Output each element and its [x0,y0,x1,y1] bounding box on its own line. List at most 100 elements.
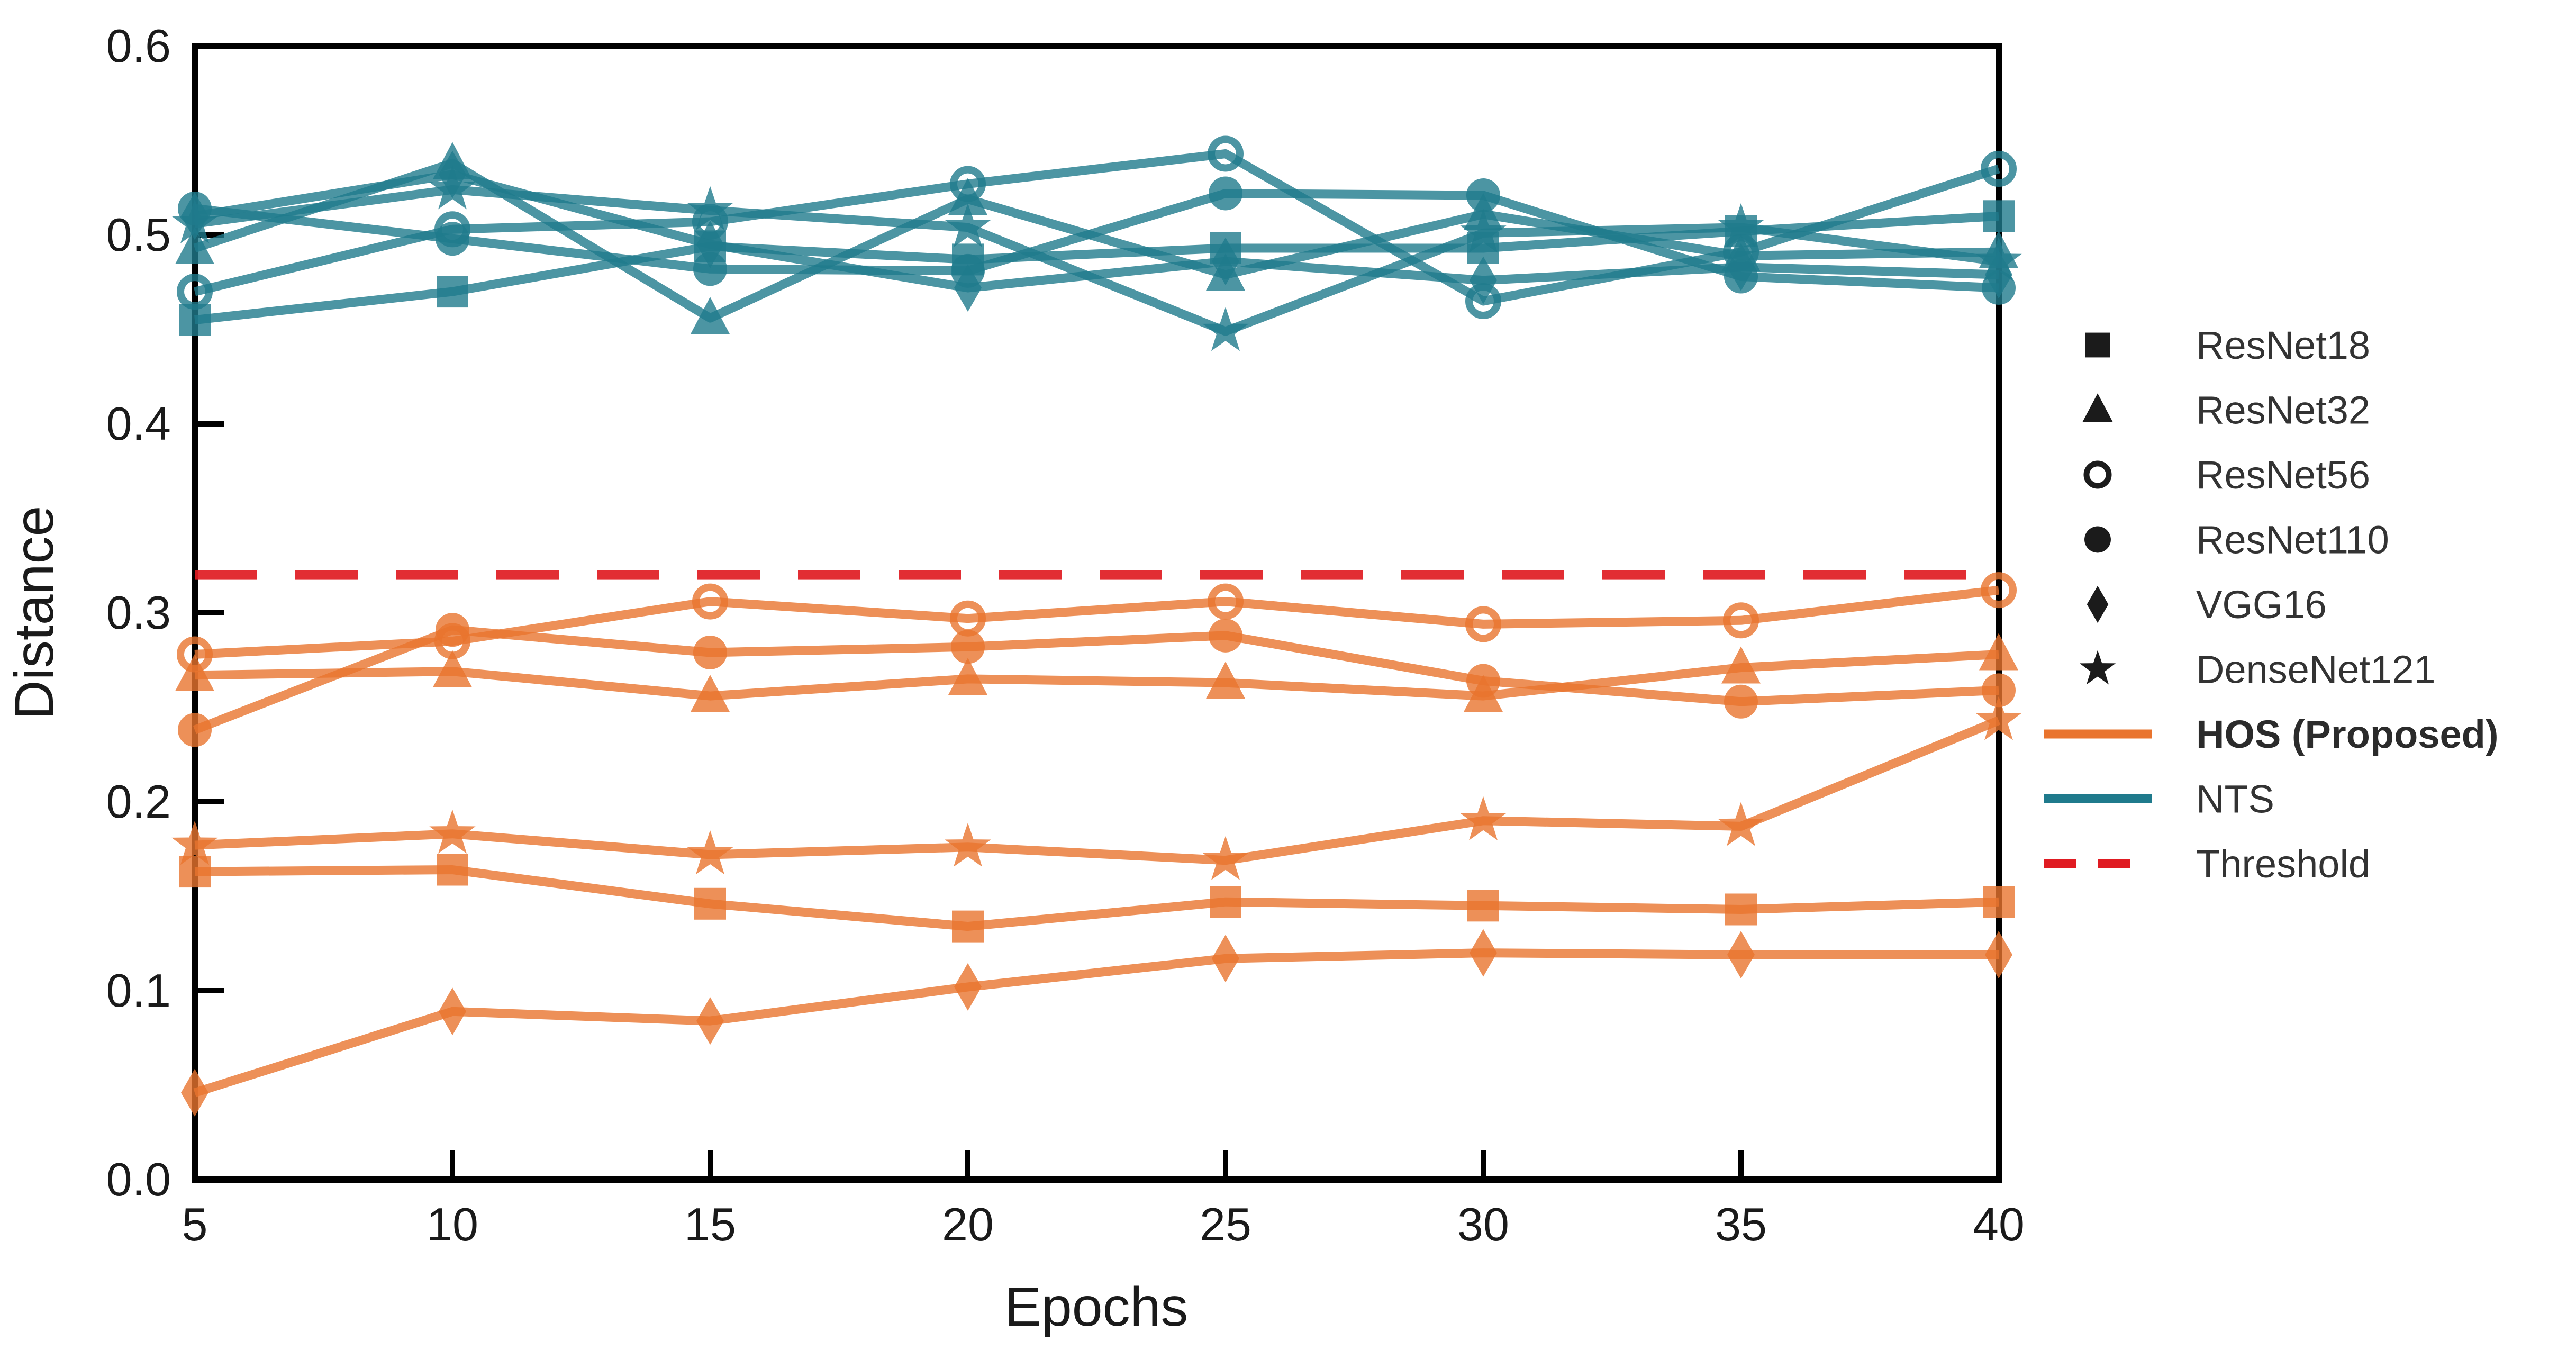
marker-diamond [1212,935,1239,983]
marker-circle-open [950,166,986,202]
marker-diamond [2087,585,2109,623]
legend-item-NTS: NTS [2044,777,2274,821]
marker-circle [693,635,727,669]
marker-triangle [691,675,730,712]
marker-diamond [1985,931,2012,979]
marker-star [1975,696,2022,740]
legend-item-label: DenseNet121 [2196,648,2436,692]
y-tick-label: 0.0 [106,1153,171,1206]
marker-circle [1209,176,1242,211]
y-tick-label: 0.6 [106,20,171,72]
x-tick-label: 40 [1973,1198,2025,1251]
legend-item-label: ResNet110 [2196,518,2389,562]
marker-triangle [2082,393,2113,422]
marker-triangle [1721,646,1761,684]
x-tick-label: 20 [942,1198,994,1251]
x-axis-title: Epochs [1005,1276,1189,1338]
y-tick-label: 0.5 [106,209,171,261]
marker-diamond [696,220,724,268]
marker-diamond [696,997,724,1045]
plot-area: 0.0 0.1 0.2 0.3 0.4 0.5 0.6 5 10 15 20 25 30 35 40 [106,20,2025,1251]
marker-star [687,830,733,875]
legend-item-label: Threshold [2196,842,2370,886]
series-line-hos-ResNet18 [194,865,1999,931]
marker-circle-open [1208,135,1244,172]
marker-circle [2084,526,2111,553]
marker-circle [1982,673,2016,708]
marker-star [1718,203,1764,247]
x-tick-label: 35 [1715,1198,1767,1251]
marker-circle [436,613,469,647]
marker-square [1983,200,2015,232]
marker-star [945,203,991,247]
marker-star [1975,237,2022,282]
marker-circle-open [692,583,728,620]
marker-triangle [691,297,730,334]
marker-circle-open [1723,602,1759,639]
marker-circle-open [1981,572,2017,609]
x-tick-label: 15 [684,1198,736,1251]
marker-circle [1466,178,1500,213]
y-tick-label: 0.2 [106,775,171,828]
x-tick-label: 5 [182,1198,208,1251]
marker-star [2079,650,2116,685]
marker-circle-open [1465,606,1501,642]
marker-square [952,910,984,943]
legend-item-label: ResNet32 [2196,388,2370,432]
legend-item-ResNet18: ResNet18 [2085,323,2370,367]
marker-circle [1209,618,1242,653]
series-line-hos-ResNet110 [193,625,1999,735]
marker-circle [1466,664,1500,698]
marker-star [1460,796,1507,840]
marker-triangle [433,650,472,687]
marker-star [1718,802,1764,846]
marker-diamond [1470,256,1497,304]
legend-item-Threshold: Threshold [2044,842,2370,886]
x-tick-label: 30 [1457,1198,1509,1251]
marker-square [2085,332,2110,358]
legend-item-ResNet110: ResNet110 [2084,518,2389,562]
x-tick-label: 10 [427,1198,478,1251]
marker-star [687,186,733,230]
marker-circle-open [1208,583,1244,620]
legend-item-ResNet56: ResNet56 [2083,453,2370,497]
marker-diamond [1727,243,1755,291]
legend-item-VGG16: VGG16 [2087,583,2327,627]
marker-star [1202,307,1249,351]
marker-star [429,165,476,210]
marker-diamond [1727,931,1755,979]
marker-square [1983,886,2015,918]
marker-circle-open [177,274,213,310]
marker-star [429,809,476,854]
marker-diamond [954,264,982,312]
marker-circle [1724,684,1758,719]
marker-triangle [175,654,214,691]
marker-triangle [948,657,987,695]
series-line-nts-DenseNet121 [194,185,2000,336]
marker-star [171,199,218,243]
marker-diamond [1212,237,1239,285]
marker-circle [951,630,985,664]
legend-item-ResNet32: ResNet32 [2082,388,2370,432]
marker-circle [178,713,212,747]
marker-circle-open [177,636,213,673]
y-tick-label: 0.4 [106,397,171,450]
marker-circle [693,252,727,286]
legend-item-DenseNet121: DenseNet121 [2079,648,2436,692]
x-tick-label: 25 [1200,1198,1251,1251]
marker-square [1210,886,1241,918]
marker-square [437,854,468,886]
marker-square [437,276,468,308]
marker-star [945,822,991,867]
series-line-hos-VGG16 [193,948,1999,1097]
legend: ResNet18 ResNet32 ResNet56 ResNet110 VGG16 De… [2044,323,2498,886]
series-line-nts-ResNet18 [194,211,1999,325]
series-line-hos-DenseNet121 [194,716,2001,865]
marker-triangle [1979,633,2018,671]
legend-item-label: ResNet56 [2196,453,2370,497]
series-line-nts-ResNet110 [194,189,1999,293]
marker-square [694,887,726,920]
marker-square [1467,890,1499,922]
marker-diamond [439,987,466,1036]
